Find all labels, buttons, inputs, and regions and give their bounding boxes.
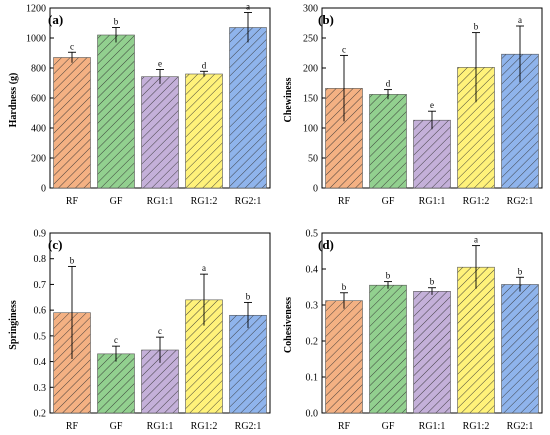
y-tick-label-b: 100 — [303, 124, 318, 135]
plot-area-d: 0.0 0.1 0.2 0.3 0.4 0.5 b RF b GF b RG1:1 a RG1:2 b RG2… — [306, 229, 543, 432]
x-tick-label-c: RG2:1 — [235, 421, 262, 432]
y-tick-label-b: 200 — [303, 64, 318, 75]
panel-label-d: (d) — [318, 237, 334, 252]
plot-area-a: 0 200 400 600 800 1000 1200 c RF b GF e RG1:1 d RG1:2 a… — [26, 2, 271, 207]
y-tick-label-a: 400 — [31, 124, 46, 135]
x-tick-label-a: RG1:1 — [147, 196, 174, 207]
y-tick-label-c: 0.3 — [34, 383, 47, 394]
y-tick-label-b: 0 — [313, 184, 318, 195]
y-tick-label-d: 0.1 — [306, 373, 319, 384]
bar-hatch-c-RG2-1 — [229, 314, 267, 414]
x-tick-label-a: GF — [110, 196, 123, 207]
bar-hatch-b-GF — [369, 94, 407, 189]
y-tick-label-d: 0.5 — [306, 229, 319, 240]
y-tick-label-c: 0.5 — [34, 331, 47, 342]
significance-letter-d: b — [518, 266, 523, 276]
y-tick-label-c: 0.6 — [34, 306, 47, 317]
y-tick-label-a: 0 — [41, 184, 46, 195]
x-tick-label-c: RG1:2 — [191, 421, 218, 432]
significance-letter-a: c — [70, 41, 74, 51]
y-tick-label-d: 0.4 — [306, 265, 319, 276]
x-tick-label-c: RG1:1 — [147, 421, 174, 432]
x-tick-label-b: GF — [382, 196, 395, 207]
significance-letter-a: a — [246, 2, 250, 12]
y-tick-label-c: 0.4 — [34, 357, 47, 368]
y-tick-label-c: 0.8 — [34, 254, 47, 265]
x-tick-label-d: GF — [382, 421, 395, 432]
y-tick-label-d: 0.3 — [306, 301, 319, 312]
y-axis-label-b: Chewiness — [283, 77, 294, 122]
significance-letter-a: b — [114, 17, 119, 27]
x-tick-label-b: RF — [338, 196, 351, 207]
x-tick-label-c: RF — [66, 421, 79, 432]
plot-area-b: 0 50 100 150 200 250 300 c RF d GF e RG1:1 b RG1:2 a RG2… — [303, 4, 543, 207]
significance-letter-a: d — [202, 60, 207, 70]
y-tick-label-c: 0.2 — [34, 409, 47, 420]
y-tick-label-b: 50 — [308, 154, 318, 165]
bar-hatch-a-RG1-2 — [185, 73, 223, 189]
bar-hatch-d-GF — [369, 284, 407, 414]
x-tick-label-d: RF — [338, 421, 351, 432]
y-tick-label-b: 250 — [303, 34, 318, 45]
y-tick-label-c: 0.7 — [34, 280, 47, 291]
x-tick-label-d: RG1:1 — [419, 421, 446, 432]
bar-hatch-a-RF — [53, 57, 91, 189]
y-tick-label-d: 0.2 — [306, 337, 319, 348]
bar-hatch-d-RG1-1 — [413, 291, 451, 414]
significance-letter-d: a — [474, 235, 478, 245]
bar-hatch-a-GF — [97, 34, 135, 189]
significance-letter-b: b — [474, 22, 479, 32]
x-tick-label-b: RG2:1 — [507, 196, 534, 207]
y-tick-label-a: 1000 — [26, 34, 46, 45]
bar-hatch-c-GF — [97, 353, 135, 414]
bar-hatch-d-RG2-1 — [501, 284, 539, 414]
x-tick-label-c: GF — [110, 421, 123, 432]
significance-letter-b: c — [342, 44, 346, 54]
y-axis-label-d: Cohesiveness — [283, 297, 294, 353]
bar-hatch-a-RG1-1 — [141, 76, 179, 189]
y-axis-label-c: Springiness — [8, 300, 19, 350]
significance-letter-a: e — [158, 59, 162, 69]
y-tick-label-a: 600 — [31, 94, 46, 105]
y-tick-label-a: 800 — [31, 64, 46, 75]
significance-letter-c: a — [202, 263, 206, 273]
significance-letter-b: d — [386, 79, 391, 89]
significance-letter-c: b — [246, 291, 251, 301]
y-tick-label-c: 0.9 — [34, 229, 47, 240]
y-tick-label-b: 150 — [303, 94, 318, 105]
x-tick-label-d: RG2:1 — [507, 421, 534, 432]
x-tick-label-b: RG1:1 — [419, 196, 446, 207]
significance-letter-c: b — [70, 255, 75, 265]
bar-hatch-b-RG1-1 — [413, 119, 451, 189]
panel-a: (a) Hardness (g) — [8, 12, 63, 127]
significance-letter-c: c — [114, 335, 118, 345]
bar-hatch-d-RF — [325, 300, 363, 414]
panel-label-c: (c) — [48, 237, 62, 252]
significance-letter-c: c — [158, 326, 162, 336]
significance-letter-d: b — [386, 271, 391, 281]
significance-letter-d: b — [430, 277, 435, 287]
panel-label-a: (a) — [48, 12, 63, 27]
panel-label-b: (b) — [318, 12, 334, 27]
x-tick-label-d: RG1:2 — [463, 421, 490, 432]
y-axis-label-a: Hardness (g) — [8, 73, 19, 128]
x-tick-label-a: RG2:1 — [235, 196, 262, 207]
significance-letter-b: a — [518, 15, 522, 25]
significance-letter-b: e — [430, 100, 434, 110]
plot-area-c: 0.2 0.3 0.4 0.5 0.6 0.7 0.8 0.9 b RF c GF c RG1:1 a RG1… — [34, 229, 271, 432]
y-tick-label-a: 1200 — [26, 4, 46, 15]
x-tick-label-a: RG1:2 — [191, 196, 218, 207]
bar-hatch-a-RG2-1 — [229, 27, 267, 189]
significance-letter-d: b — [342, 282, 347, 292]
y-tick-label-b: 300 — [303, 4, 318, 15]
y-tick-label-d: 0.0 — [306, 409, 319, 420]
bar-hatch-d-RG1-2 — [457, 266, 495, 414]
y-tick-label-a: 200 — [31, 154, 46, 165]
panel-c: (c) Springiness — [8, 237, 62, 350]
x-tick-label-a: RF — [66, 196, 79, 207]
x-tick-label-b: RG1:2 — [463, 196, 490, 207]
